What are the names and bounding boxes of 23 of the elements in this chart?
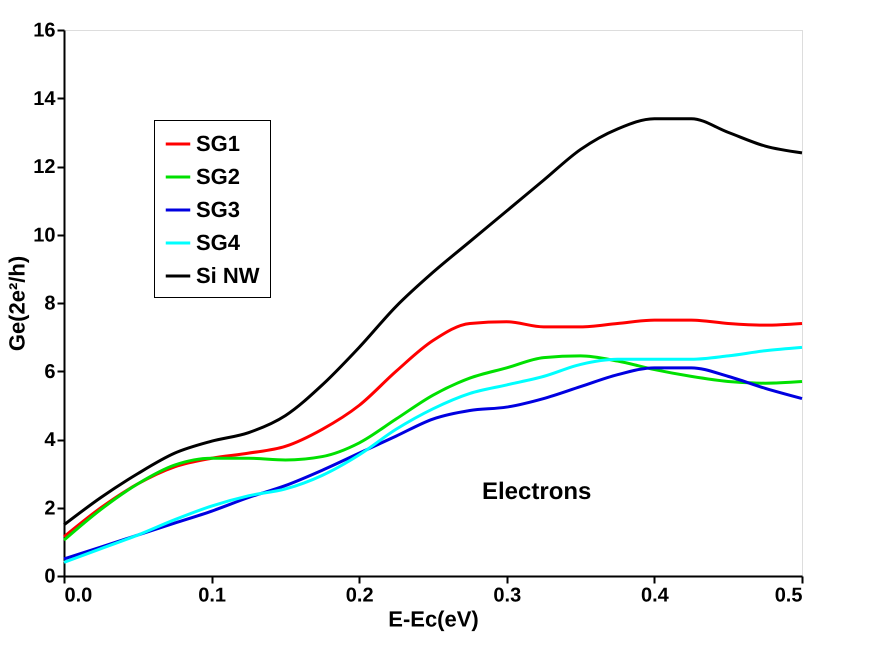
x-tick-label: 0.4	[640, 584, 670, 606]
legend-label: Si NW	[196, 263, 260, 288]
y-tick-label: 8	[44, 292, 56, 314]
x-tick-label: 0.0	[64, 584, 92, 606]
y-tick-label: 14	[33, 88, 56, 110]
y-tick-label: 12	[33, 156, 56, 178]
legend-label: SG2	[196, 164, 240, 189]
y-tick-label: 2	[44, 497, 56, 520]
y-tick-label: 0	[44, 566, 56, 588]
x-tick-label: 0.1	[198, 584, 226, 606]
x-tick-label: 0.2	[346, 584, 374, 606]
x-axis-title: E-Ec(eV)	[388, 606, 479, 632]
x-tick-label: 0.3	[493, 584, 522, 606]
y-tick-label: 16	[33, 20, 56, 42]
y-axis-title: Ge(2e²/h)	[4, 256, 30, 352]
y-tick-label: 4	[44, 429, 56, 451]
legend-label: SG4	[196, 230, 241, 255]
x-tick-label: 0.5	[774, 584, 802, 606]
legend-label: SG3	[196, 197, 240, 222]
y-tick-label: 10	[33, 224, 56, 246]
legend-label: SG1	[196, 131, 240, 156]
annotation: Electrons	[482, 478, 592, 505]
y-tick-label: 6	[44, 360, 56, 383]
